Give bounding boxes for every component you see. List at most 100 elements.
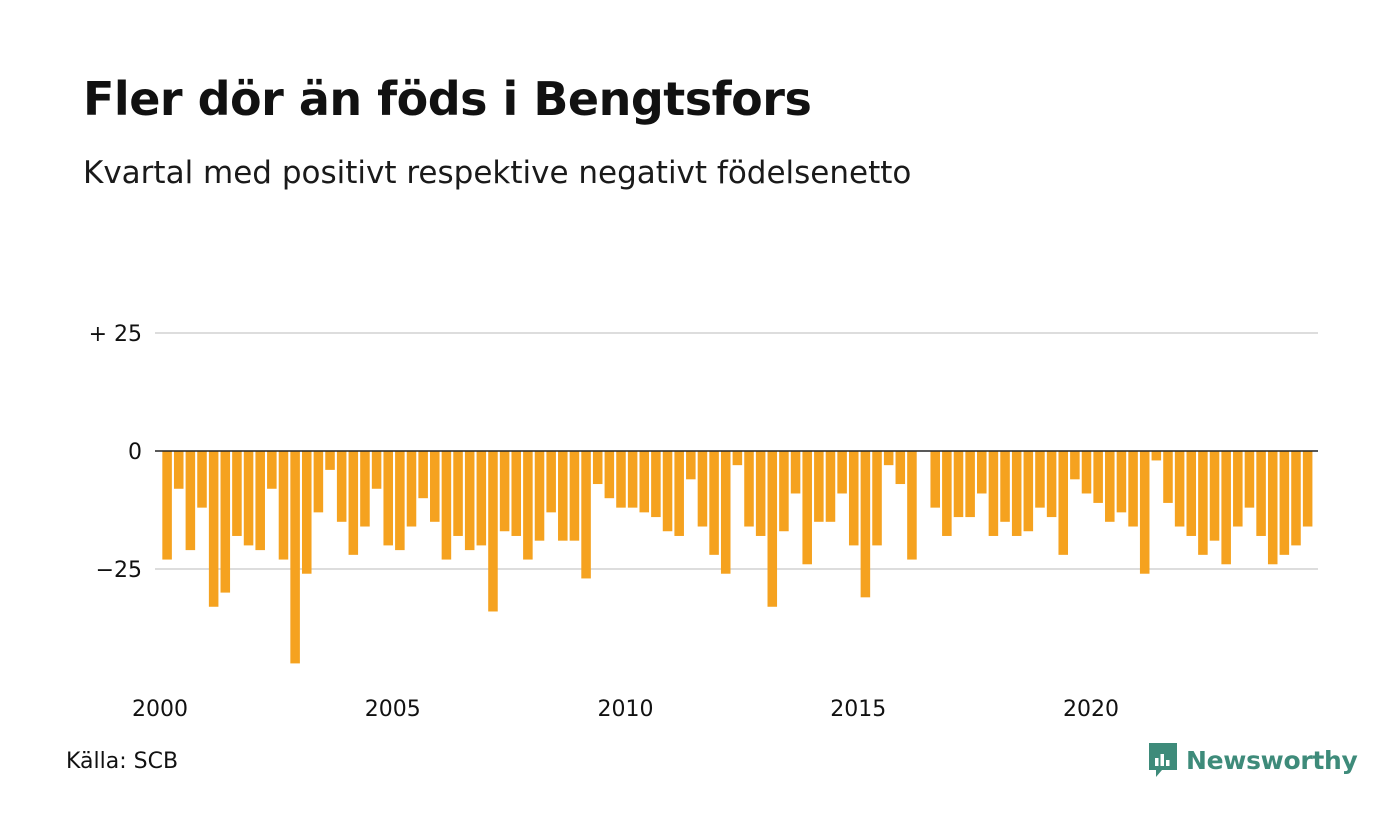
bar	[767, 451, 778, 607]
gridlines	[155, 332, 1318, 570]
bar	[1279, 451, 1290, 555]
bar	[290, 451, 300, 664]
x-tick-label: 2015	[830, 697, 886, 722]
bar	[232, 451, 242, 536]
bar	[697, 451, 708, 527]
chart-title: Fler dör än föds i Bengtsfors	[83, 72, 812, 126]
x-tick-label: 2020	[1063, 697, 1119, 722]
bar	[1267, 451, 1278, 565]
bar	[1291, 451, 1301, 546]
bar	[802, 451, 812, 565]
bar	[569, 451, 580, 541]
bar	[441, 451, 452, 560]
bar	[790, 451, 801, 494]
bar	[1000, 451, 1010, 522]
bar	[1151, 451, 1162, 461]
bar	[581, 451, 591, 579]
bar	[965, 451, 975, 518]
bar	[185, 451, 196, 551]
x-tick-label: 2010	[598, 697, 654, 722]
bar	[744, 451, 754, 527]
bar	[371, 451, 382, 489]
bar	[418, 451, 428, 499]
bar	[779, 451, 789, 532]
bar	[453, 451, 463, 536]
bar	[674, 451, 684, 536]
bar	[534, 451, 545, 541]
x-tick-label: 2000	[132, 697, 188, 722]
bar	[720, 451, 731, 574]
bar	[848, 451, 859, 546]
bar	[383, 451, 393, 546]
bar	[267, 451, 277, 489]
bar	[464, 451, 475, 551]
bar	[872, 451, 882, 546]
bar	[988, 451, 999, 536]
bar	[662, 451, 673, 532]
y-tick-label: + 25	[89, 322, 142, 347]
bar	[476, 451, 487, 546]
bar	[1233, 451, 1243, 527]
bar	[243, 451, 254, 546]
bar	[1163, 451, 1173, 503]
bar	[395, 451, 405, 551]
bar	[406, 451, 417, 527]
y-tick-label: 0	[128, 440, 142, 465]
bar	[336, 451, 347, 522]
bar	[1093, 451, 1103, 503]
bar	[499, 451, 510, 532]
y-tick-label: −25	[96, 558, 142, 583]
bar	[1023, 451, 1034, 532]
bar	[162, 451, 172, 560]
bar	[709, 451, 719, 555]
bar	[942, 451, 952, 536]
bar	[1198, 451, 1208, 555]
bar	[837, 451, 847, 494]
chart-subtitle: Kvartal med positivt respektive negativt…	[83, 155, 912, 191]
bar	[592, 451, 603, 485]
bar	[755, 451, 766, 536]
bar	[1011, 451, 1022, 536]
bar	[883, 451, 894, 466]
bar	[1186, 451, 1197, 536]
bar	[173, 451, 184, 489]
bar	[1221, 451, 1231, 565]
bar	[348, 451, 359, 555]
bar	[558, 451, 568, 541]
bar	[1244, 451, 1255, 508]
bar	[546, 451, 556, 513]
bar	[325, 451, 335, 470]
axes: + 25 0 −25 2000 2005 2010 2015 2020	[89, 322, 1318, 722]
bar	[814, 451, 824, 522]
bar	[1035, 451, 1045, 508]
bar	[895, 451, 906, 485]
bar	[1116, 451, 1127, 513]
bar	[430, 451, 440, 522]
bar	[639, 451, 650, 513]
bar	[313, 451, 324, 513]
bar	[488, 451, 498, 612]
bar	[1209, 451, 1220, 541]
bar	[208, 451, 219, 607]
bar	[860, 451, 871, 598]
bar	[1046, 451, 1057, 518]
bar	[953, 451, 964, 518]
bar	[1128, 451, 1138, 527]
bar	[360, 451, 370, 527]
bar	[930, 451, 940, 508]
newsworthy-brand[interactable]: Newsworthy	[1148, 742, 1358, 778]
bar	[1174, 451, 1185, 527]
bar	[627, 451, 638, 508]
source-note: Källa: SCB	[66, 749, 179, 774]
bar	[907, 451, 917, 560]
bars	[162, 451, 1313, 664]
bar	[220, 451, 231, 593]
bar	[977, 451, 987, 494]
bar	[511, 451, 522, 536]
bar	[1302, 451, 1313, 527]
bar	[197, 451, 207, 508]
bar	[616, 451, 626, 508]
bar	[686, 451, 696, 480]
bar	[1070, 451, 1080, 480]
